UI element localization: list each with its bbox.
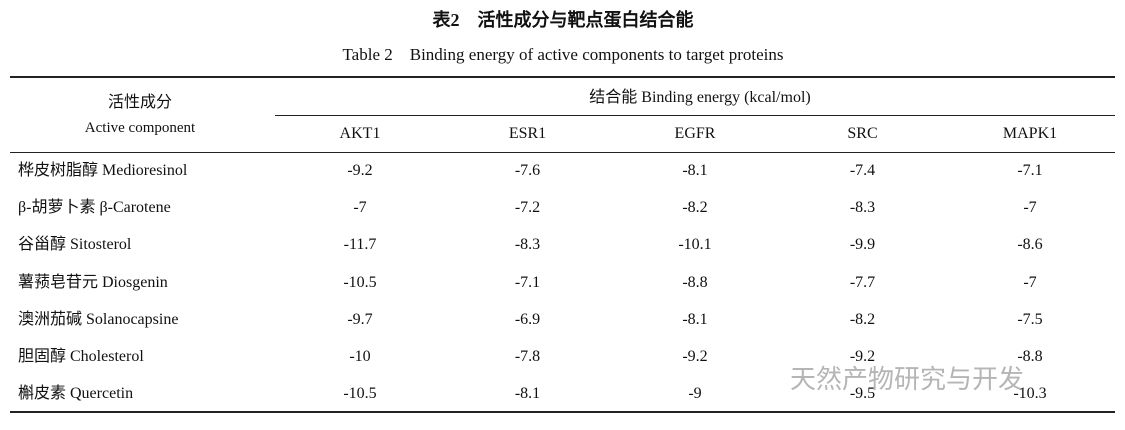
cell: -9.2 (347, 162, 373, 179)
group-rule (275, 115, 1115, 116)
cell: -7 (353, 199, 367, 217)
cell: -9.2 (849, 348, 876, 365)
cell: -10.5 (343, 385, 377, 403)
header-rule (10, 152, 1115, 153)
cell: -10.1 (678, 236, 712, 254)
cell: -7.1 (514, 273, 541, 291)
cell: -7 (1023, 273, 1037, 291)
cell: -9.5 (849, 385, 876, 403)
cell: -7.8 (514, 348, 541, 365)
row-header: 活性成分 (107, 94, 173, 111)
cell: -9.2 (682, 348, 708, 365)
cell: -7.6 (514, 162, 541, 179)
row-name: 薯蓣皂苷元 Diosgenin (18, 273, 168, 291)
cell: -8.1 (514, 385, 541, 403)
cell: -7.1 (1017, 162, 1043, 179)
top-rule (10, 76, 1115, 78)
cell: -6.9 (514, 310, 541, 328)
cell: -10 (349, 348, 371, 365)
row-name: 胆固醇 Cholesterol (18, 348, 144, 365)
column-header: ESR1 (508, 125, 547, 142)
cell: -11.7 (343, 236, 377, 254)
row-name: 槲皮素 Quercetin (18, 385, 134, 403)
cell: -7.5 (1017, 310, 1043, 328)
column-header: AKT1 (339, 125, 381, 142)
cell: -8.8 (682, 273, 708, 291)
cell: -7.7 (849, 273, 876, 291)
cell: -7.2 (514, 199, 541, 217)
row-header: Active component (84, 120, 196, 136)
column-header: MAPK1 (1002, 125, 1058, 142)
cell: -9.7 (347, 310, 373, 328)
cell: -8.8 (1017, 348, 1043, 365)
table-title: 表2 活性成分与靶点蛋白结合能 (432, 10, 694, 30)
watermark: 天然产物研究与开发 (790, 365, 1025, 395)
cell: -8.3 (849, 199, 876, 217)
row-name: β-胡萝卜素 β-Carotene (18, 199, 171, 217)
cell: -8.2 (682, 199, 708, 217)
column-header: SRC (847, 125, 878, 142)
cell: -7.4 (849, 162, 876, 179)
bottom-rule (10, 411, 1115, 413)
cell: -9 (688, 385, 702, 403)
column-header: EGFR (674, 125, 716, 142)
cell: -8.1 (682, 310, 708, 328)
cell: -9.9 (849, 236, 876, 254)
cell: -8.3 (514, 236, 541, 254)
cell: -8.6 (1017, 236, 1043, 254)
cell: -8.2 (849, 310, 876, 328)
group-header: 结合能 Binding energy (kcal/mol) (589, 89, 811, 106)
cell: -10.5 (343, 273, 377, 291)
row-name: 澳洲茄碱 Solanocapsine (18, 310, 179, 328)
cell: -10.3 (1013, 385, 1047, 403)
table-subtitle: Table 2 Binding energy of active compone… (342, 45, 784, 64)
cell: -7 (1023, 199, 1037, 217)
row-name: 桦皮树脂醇 Medioresinol (18, 162, 188, 179)
cell: -8.1 (682, 162, 708, 179)
row-name: 谷甾醇 Sitosterol (18, 236, 132, 254)
